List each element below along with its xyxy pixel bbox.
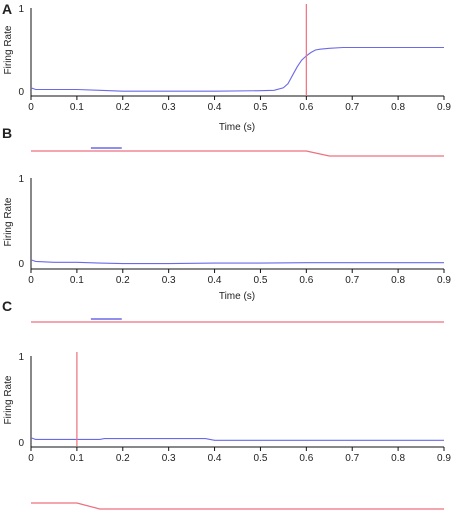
panel-label-c: C bbox=[2, 298, 12, 314]
xtick-label: 0.4 bbox=[208, 102, 222, 113]
xtick-label: 0.6 bbox=[299, 102, 313, 113]
xtick-label: 0.5 bbox=[253, 102, 267, 113]
panel-c-top-trace bbox=[31, 318, 444, 323]
panel-c-xticks: 0 0.1 0.2 0.3 0.4 0.5 0.6 0.7 0.8 0.9 bbox=[28, 447, 451, 464]
panel-a-ytick-0: 0 bbox=[18, 87, 24, 98]
xtick-label: 0.6 bbox=[299, 275, 313, 286]
panel-label-b: B bbox=[2, 125, 12, 141]
panel-a-xlabel: Time (s) bbox=[219, 122, 255, 133]
xtick-label: 0.8 bbox=[391, 102, 405, 113]
xtick-label: 0.1 bbox=[70, 102, 84, 113]
panel-a: A Firing Rate 1 0 0 0.1 0.2 0.3 0.4 0.5 0.6 0.7… bbox=[2, 1, 451, 133]
panel-c-ylabel: Firing Rate bbox=[3, 375, 14, 424]
xtick-label: 0.9 bbox=[437, 102, 451, 113]
panel-b-ylabel: Firing Rate bbox=[3, 197, 14, 246]
panel-c-plot bbox=[30, 352, 444, 446]
xtick-label: 0.2 bbox=[116, 102, 130, 113]
xtick-label: 0.8 bbox=[391, 275, 405, 286]
rate-line bbox=[30, 46, 444, 92]
panel-c-ytick-0: 0 bbox=[18, 438, 24, 449]
panel-b-xticks: 0 0.1 0.2 0.3 0.4 0.5 0.6 0.7 0.8 0.9 bbox=[28, 269, 451, 286]
panel-a-plot bbox=[30, 4, 444, 96]
xtick-label: 0.7 bbox=[345, 275, 359, 286]
xtick-label: 0.8 bbox=[391, 453, 405, 464]
xtick-label: 0.9 bbox=[437, 275, 451, 286]
xtick-label: 0 bbox=[28, 275, 34, 286]
xtick-label: 0.4 bbox=[208, 275, 222, 286]
panel-c-ytick-1: 1 bbox=[18, 352, 24, 363]
panel-b-ytick-1: 1 bbox=[18, 174, 24, 185]
xtick-label: 0.1 bbox=[70, 453, 84, 464]
rate-line bbox=[30, 259, 444, 265]
input-trace bbox=[31, 150, 444, 157]
xtick-label: 0.2 bbox=[116, 275, 130, 286]
panel-label-a: A bbox=[2, 1, 12, 17]
xtick-label: 0.3 bbox=[162, 275, 176, 286]
xtick-label: 0.3 bbox=[162, 102, 176, 113]
rate-line bbox=[30, 437, 444, 441]
xtick-label: 0.1 bbox=[70, 275, 84, 286]
panel-c-bottom-trace bbox=[31, 502, 444, 510]
panel-a-xticks: 0 0.1 0.2 0.3 0.4 0.5 0.6 0.7 0.8 0.9 bbox=[28, 96, 451, 113]
xtick-label: 0.4 bbox=[208, 453, 222, 464]
panel-b: B Firing Rate 1 0 0 0.1 0.2 0.3 0.4 0.5 0.6 0.7… bbox=[2, 125, 451, 302]
panel-b-top-trace bbox=[31, 147, 444, 157]
panel-a-ytick-1: 1 bbox=[18, 4, 24, 15]
panel-b-plot bbox=[30, 259, 444, 265]
xtick-label: 0 bbox=[28, 453, 34, 464]
xtick-label: 0.7 bbox=[345, 102, 359, 113]
panel-b-ytick-0: 0 bbox=[18, 259, 24, 270]
xtick-label: 0.5 bbox=[253, 275, 267, 286]
panel-b-xlabel: Time (s) bbox=[219, 291, 255, 302]
xtick-label: 0 bbox=[28, 102, 34, 113]
xtick-label: 0.9 bbox=[437, 453, 451, 464]
xtick-label: 0.6 bbox=[299, 453, 313, 464]
xtick-label: 0.2 bbox=[116, 453, 130, 464]
xtick-label: 0.3 bbox=[162, 453, 176, 464]
xtick-label: 0.7 bbox=[345, 453, 359, 464]
panel-c: C Firing Rate 1 0 0 0.1 0.2 0.3 0.4 0.5 0.6 0.7… bbox=[2, 298, 451, 510]
output-trace bbox=[31, 502, 444, 510]
xtick-label: 0.5 bbox=[253, 453, 267, 464]
panel-a-ylabel: Firing Rate bbox=[3, 25, 14, 74]
